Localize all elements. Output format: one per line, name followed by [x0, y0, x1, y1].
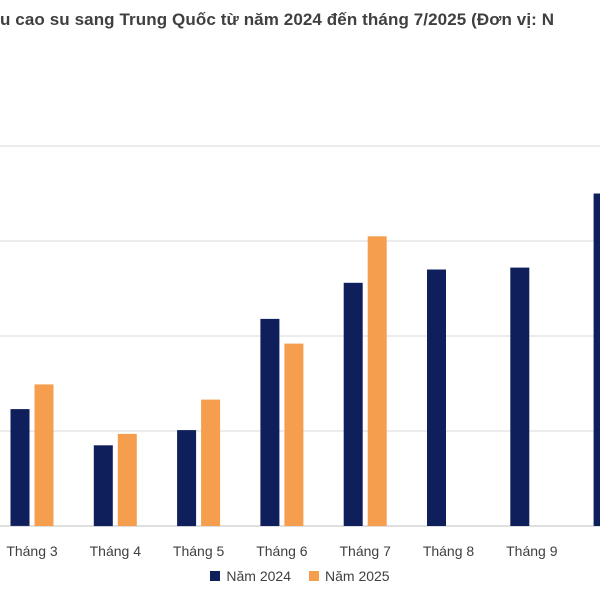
bars [10, 193, 600, 527]
x-tick-label: Tháng 4 [90, 543, 142, 559]
legend-item-2024: Năm 2024 [210, 568, 291, 584]
bar-2024-8 [593, 193, 600, 526]
bar-2025-3 [201, 399, 221, 526]
chart-title: u cao su sang Trung Quốc từ năm 2024 đến… [0, 10, 555, 29]
legend-swatch-2024 [210, 571, 221, 581]
bar-2025-4 [284, 343, 304, 526]
legend-label-2024: Năm 2024 [226, 568, 291, 584]
bar-2024-1 [10, 409, 30, 526]
legend: Năm 2024 Năm 2025 [0, 568, 600, 584]
bar-2024-2 [93, 445, 113, 527]
bar-2025-1 [34, 384, 54, 526]
bar-2024-3 [177, 430, 197, 527]
bar-2024-5 [343, 282, 363, 526]
x-axis-labels: Tháng 3 Tháng 4 Tháng 5 Tháng 6 Tháng 7 Tháng… [6, 543, 558, 559]
legend-item-2025: Năm 2025 [309, 568, 390, 584]
bar-2024-4 [260, 318, 280, 526]
x-tick-label: Tháng 6 [256, 543, 308, 559]
x-tick-label: Tháng 9 [506, 543, 558, 559]
bar-2024-7 [510, 267, 530, 526]
legend-label-2025: Năm 2025 [325, 568, 390, 584]
x-tick-label: Tháng 3 [6, 543, 58, 559]
x-tick-label: Tháng 8 [423, 543, 475, 559]
bar-2024-6 [427, 269, 446, 526]
x-tick-label: Tháng 7 [340, 543, 392, 559]
bar-2025-2 [117, 433, 137, 526]
legend-swatch-2025 [309, 571, 319, 581]
x-tick-label: Tháng 5 [173, 543, 225, 559]
bar-2025-5 [367, 236, 387, 527]
